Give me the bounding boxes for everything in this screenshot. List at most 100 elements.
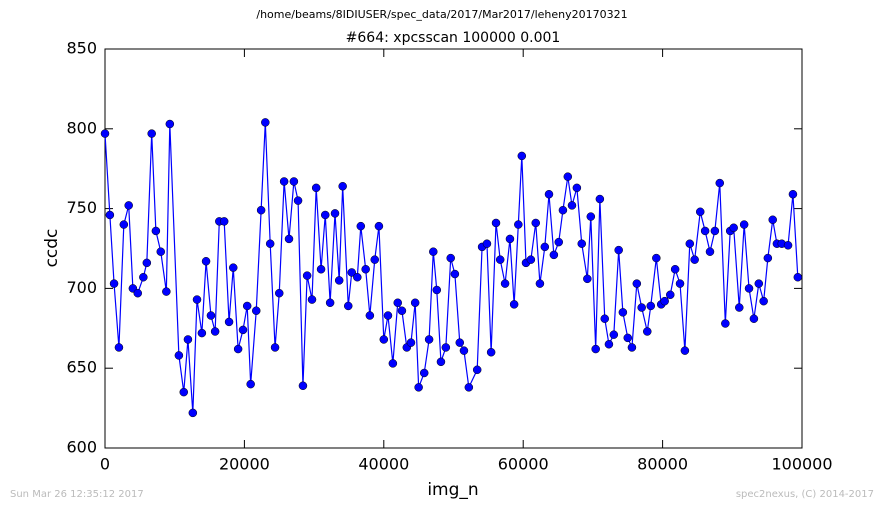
footer-credit: spec2nexus, (C) 2014-2017 <box>736 489 874 500</box>
data-point <box>572 183 582 193</box>
data-point <box>660 296 669 306</box>
x-tick-label: 0 <box>100 455 110 474</box>
data-point <box>700 226 710 236</box>
data-point <box>397 306 407 315</box>
data-point <box>652 253 661 263</box>
data-point <box>793 272 803 282</box>
x-tick-label: 60000 <box>498 455 549 474</box>
data-point <box>114 343 124 352</box>
data-point <box>567 201 577 210</box>
data-point <box>788 189 798 199</box>
x-tick-label: 40000 <box>358 455 409 474</box>
data-point <box>251 306 261 315</box>
data-point <box>265 239 275 248</box>
data-point <box>410 298 420 308</box>
data-point <box>754 279 764 288</box>
data-point <box>768 215 777 225</box>
data-point <box>246 379 255 389</box>
data-point <box>735 303 744 312</box>
data-point <box>228 263 238 272</box>
data-point <box>670 264 680 274</box>
data-point <box>685 239 695 248</box>
data-point <box>379 335 389 344</box>
data-point <box>275 288 284 298</box>
data-point <box>763 253 773 263</box>
data-point <box>133 288 143 298</box>
data-point <box>459 346 469 355</box>
data-point <box>156 247 166 256</box>
data-point <box>330 209 340 218</box>
data-point <box>124 201 133 210</box>
data-point <box>472 365 482 375</box>
data-point <box>491 218 501 228</box>
data-point <box>531 218 540 228</box>
data-point <box>347 268 356 277</box>
data-point <box>356 221 366 231</box>
data-point <box>188 408 198 418</box>
data-point <box>632 279 642 288</box>
data-point <box>695 207 705 217</box>
data-point <box>289 177 299 186</box>
data-point <box>586 212 596 221</box>
suptitle: /home/beams/8IDIUSER/spec_data/2017/Mar2… <box>256 8 627 21</box>
data-point <box>233 344 243 354</box>
y-tick-label: 600 <box>66 438 97 457</box>
data-point <box>353 272 362 282</box>
data-point <box>321 210 330 220</box>
data-point <box>270 343 280 352</box>
data-point <box>151 226 161 236</box>
data-point <box>261 118 270 127</box>
data-point <box>675 279 685 288</box>
data-point <box>165 119 175 129</box>
data-point <box>183 335 193 344</box>
data-point <box>721 319 730 328</box>
data-point <box>338 182 347 191</box>
data-point <box>206 311 216 320</box>
data-point <box>406 338 416 347</box>
data-point <box>729 223 738 233</box>
data-point <box>495 255 505 264</box>
data-point <box>307 295 317 304</box>
data-point <box>705 247 715 256</box>
data-point <box>749 314 759 323</box>
data-point <box>517 151 527 161</box>
data-point <box>201 257 211 266</box>
data-point <box>544 189 554 199</box>
data-point <box>298 381 308 391</box>
x-tick-label: 80000 <box>637 455 688 474</box>
data-point <box>147 129 156 138</box>
data-point <box>666 290 675 300</box>
y-tick-label: 700 <box>66 278 97 297</box>
data-point <box>279 177 289 186</box>
data-point <box>759 296 768 306</box>
footer-timestamp: Sun Mar 26 12:35:12 2017 <box>10 489 144 500</box>
data-point <box>109 279 119 288</box>
y-tick-label: 650 <box>66 358 97 377</box>
data-point <box>563 172 573 181</box>
data-point <box>583 274 592 284</box>
data-point <box>558 205 568 215</box>
y-axis-label: ccdc <box>42 229 62 268</box>
y-tick-label: 850 <box>66 39 97 58</box>
data-point <box>486 347 496 357</box>
data-point <box>105 210 115 220</box>
data-line <box>104 122 799 413</box>
data-point <box>344 301 353 311</box>
data-point <box>429 247 438 256</box>
data-point <box>432 285 442 295</box>
data-point <box>643 327 652 336</box>
data-point <box>455 338 465 347</box>
chart-title: #664: xpcsscan 100000 0.001 <box>346 30 561 46</box>
data-point <box>256 205 266 215</box>
data-point <box>192 295 202 304</box>
data-point <box>482 239 492 248</box>
data-point <box>316 264 326 274</box>
data-point <box>224 317 234 327</box>
data-point <box>179 387 189 397</box>
data-point <box>242 301 252 311</box>
data-point <box>464 383 474 392</box>
data-point <box>441 343 451 352</box>
data-point <box>284 234 294 244</box>
data-point <box>500 279 510 288</box>
